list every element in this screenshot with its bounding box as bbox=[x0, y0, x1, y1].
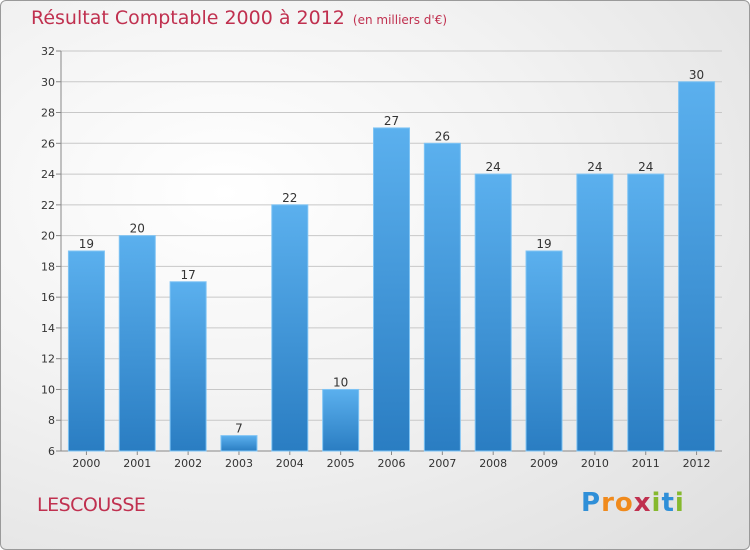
x-tick-label-2000: 2000 bbox=[72, 457, 100, 470]
value-label-2011: 24 bbox=[638, 160, 653, 174]
x-tick-label-2003: 2003 bbox=[225, 457, 253, 470]
y-tick-label: 18 bbox=[41, 260, 55, 273]
logo-letter: o bbox=[614, 488, 634, 518]
value-label-2008: 24 bbox=[486, 160, 501, 174]
y-tick-label: 12 bbox=[41, 353, 55, 366]
chart-title: Résultat Comptable 2000 à 2012 (en millie… bbox=[31, 7, 447, 29]
logo-letter: r bbox=[601, 488, 615, 518]
y-tick-label: 6 bbox=[48, 445, 55, 458]
logo-letter: P bbox=[581, 488, 602, 518]
y-tick-label: 26 bbox=[41, 137, 55, 150]
bars bbox=[67, 81, 716, 452]
y-tick-label: 8 bbox=[48, 414, 55, 427]
bar-2009 bbox=[525, 250, 563, 452]
bar-2000 bbox=[67, 250, 105, 452]
bar-2007 bbox=[423, 142, 461, 452]
bar-2010 bbox=[576, 173, 614, 452]
y-tick-label: 20 bbox=[41, 230, 55, 243]
title-text: Résultat Comptable 2000 à 2012 bbox=[31, 7, 345, 29]
x-tick-label-2009: 2009 bbox=[530, 457, 558, 470]
bar-2002 bbox=[169, 281, 207, 452]
value-label-2007: 26 bbox=[435, 129, 450, 143]
logo-letter: t bbox=[661, 488, 675, 518]
logo-letter: i bbox=[674, 488, 685, 518]
value-label-2010: 24 bbox=[587, 160, 602, 174]
bar-2001 bbox=[118, 235, 156, 452]
x-tick-label-2011: 2011 bbox=[632, 457, 660, 470]
x-tick-label-2001: 2001 bbox=[123, 457, 151, 470]
y-tick-label: 14 bbox=[41, 322, 55, 335]
x-tick-label-2006: 2006 bbox=[378, 457, 406, 470]
value-label-2004: 22 bbox=[282, 191, 297, 205]
value-label-2003: 7 bbox=[235, 422, 243, 436]
value-label-2001: 20 bbox=[130, 222, 145, 236]
bar-2004 bbox=[271, 204, 309, 452]
y-tick-label: 10 bbox=[41, 383, 55, 396]
bar-2012 bbox=[678, 81, 716, 452]
title-unit: (en milliers d'€) bbox=[352, 13, 448, 27]
value-label-2006: 27 bbox=[384, 114, 399, 128]
bar-2005 bbox=[322, 388, 360, 452]
x-tick-label-2010: 2010 bbox=[581, 457, 609, 470]
y-tick-label: 30 bbox=[41, 76, 55, 89]
value-label-2000: 19 bbox=[79, 237, 94, 251]
value-label-2002: 17 bbox=[180, 268, 195, 282]
value-label-2012: 30 bbox=[689, 68, 704, 82]
proxiti-logo[interactable]: Proxiti bbox=[581, 488, 685, 518]
y-tick-label: 24 bbox=[41, 168, 55, 181]
y-tick-label: 32 bbox=[41, 45, 55, 58]
x-tick-label-2004: 2004 bbox=[276, 457, 304, 470]
logo-letter: i bbox=[651, 488, 662, 518]
value-label-2005: 10 bbox=[333, 375, 348, 389]
bar-2011 bbox=[627, 173, 665, 452]
bar-2003 bbox=[220, 435, 258, 452]
bar-2006 bbox=[373, 127, 410, 452]
bar-2008 bbox=[474, 173, 512, 452]
x-tick-label-2008: 2008 bbox=[479, 457, 507, 470]
y-tick-label: 16 bbox=[41, 291, 55, 304]
x-tick-label-2012: 2012 bbox=[683, 457, 711, 470]
y-tick-label: 28 bbox=[41, 107, 55, 120]
x-tick-label-2002: 2002 bbox=[174, 457, 202, 470]
city-name: LESCOUSSE bbox=[37, 494, 146, 516]
y-tick-label: 22 bbox=[41, 199, 55, 212]
logo-letter: x bbox=[633, 488, 652, 518]
labels: 6 8 10 12 14 16 18 20 22 24 26 28 30 32 19 2000 20 2001 17… bbox=[41, 45, 711, 470]
x-tick-label-2005: 2005 bbox=[327, 457, 355, 470]
x-tick-label-2007: 2007 bbox=[428, 457, 456, 470]
value-label-2009: 19 bbox=[536, 237, 551, 251]
